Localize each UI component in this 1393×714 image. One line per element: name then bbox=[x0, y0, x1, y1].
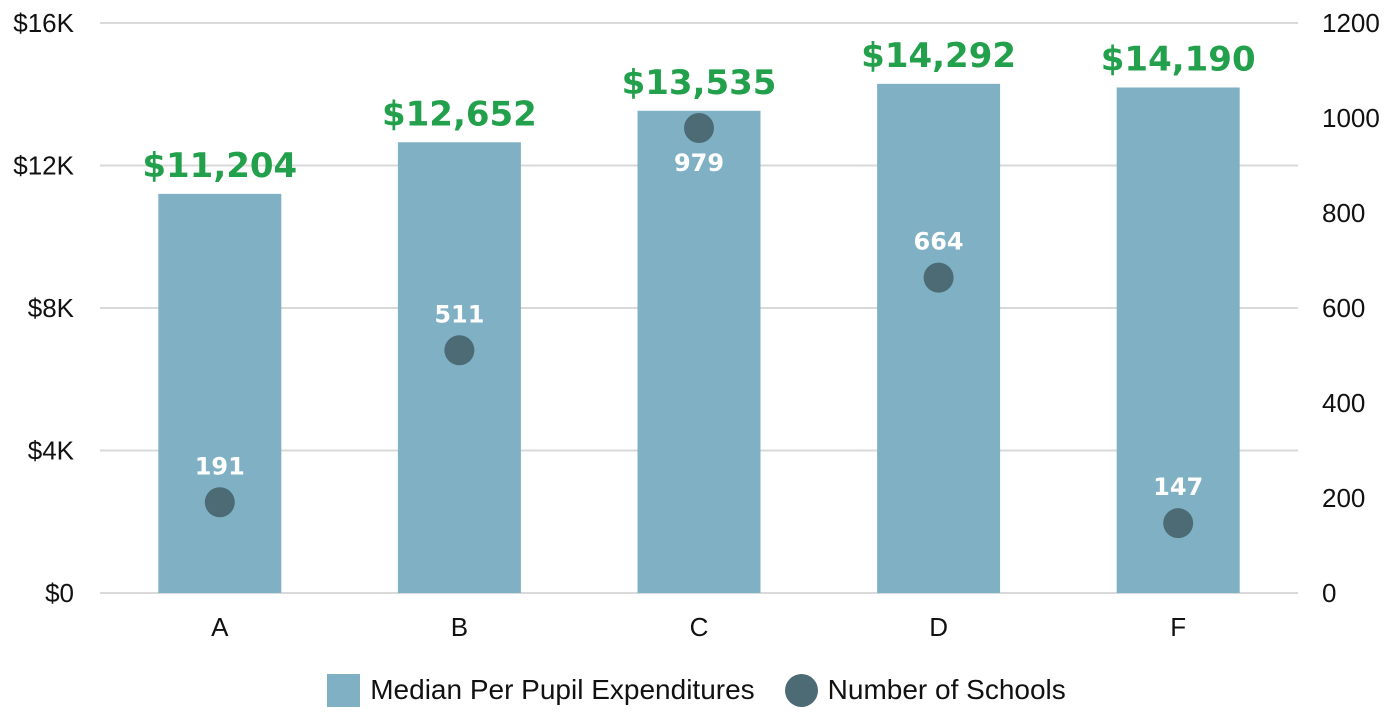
legend-swatch-dot bbox=[784, 673, 818, 707]
bar-value-label: $14,292 bbox=[861, 36, 1016, 76]
legend-label-expenditures: Median Per Pupil Expenditures bbox=[370, 674, 755, 705]
school-count-dot bbox=[1163, 508, 1194, 539]
category-label: D bbox=[929, 612, 948, 642]
category-label: F bbox=[1170, 612, 1186, 642]
category-label: B bbox=[451, 612, 468, 642]
dot-series: 191 511 979 664 147 bbox=[195, 112, 1203, 539]
right-tick-label: 1000 bbox=[1322, 103, 1380, 133]
school-count-label: 191 bbox=[195, 452, 245, 480]
left-tick-label: $8K bbox=[28, 293, 75, 323]
right-tick-label: 0 bbox=[1322, 578, 1336, 608]
bar bbox=[877, 83, 1001, 593]
category-label: C bbox=[690, 612, 709, 642]
legend-item-expenditures: Median Per Pupil Expenditures bbox=[327, 673, 755, 707]
bar bbox=[637, 110, 761, 594]
category-label: A bbox=[211, 612, 229, 642]
legend-label-schools: Number of Schools bbox=[827, 674, 1066, 705]
school-count-dot bbox=[204, 487, 235, 518]
right-axis-ticks: 0 200 400 600 800 1000 1200 bbox=[1322, 8, 1380, 608]
legend-swatch-bar bbox=[327, 673, 361, 707]
chart-area: $0 $4K $8K $12K $16K 0 200 400 600 800 1000 1200 $… bbox=[13, 8, 1380, 642]
bar bbox=[397, 142, 521, 593]
left-tick-label: $4K bbox=[28, 436, 75, 466]
right-tick-label: 400 bbox=[1322, 388, 1365, 418]
legend: Median Per Pupil Expenditures Number of … bbox=[0, 666, 1393, 714]
school-count-label: 147 bbox=[1153, 473, 1203, 501]
legend-item-schools: Number of Schools bbox=[784, 673, 1066, 707]
bar-value-label: $11,204 bbox=[142, 146, 297, 186]
school-count-dot bbox=[923, 262, 954, 293]
left-tick-label: $16K bbox=[13, 8, 74, 38]
right-tick-label: 200 bbox=[1322, 483, 1365, 513]
bar-value-label: $12,652 bbox=[382, 94, 537, 134]
left-axis-ticks: $0 $4K $8K $12K $16K bbox=[13, 8, 74, 608]
left-tick-label: $12K bbox=[13, 151, 74, 181]
bar-value-label: $14,190 bbox=[1101, 39, 1256, 79]
right-tick-label: 1200 bbox=[1322, 8, 1380, 38]
school-count-dot bbox=[684, 112, 714, 143]
school-count-label: 979 bbox=[674, 149, 724, 177]
school-count-dot bbox=[444, 335, 475, 366]
right-tick-label: 600 bbox=[1322, 293, 1365, 323]
bar-value-label: $13,535 bbox=[622, 63, 777, 103]
bar-series: $11,204 $12,652 $13,535 $14,292 $14,190 bbox=[142, 36, 1256, 594]
school-count-label: 511 bbox=[434, 300, 484, 328]
right-tick-label: 800 bbox=[1322, 198, 1365, 228]
left-tick-label: $0 bbox=[45, 578, 74, 608]
school-count-label: 664 bbox=[914, 228, 964, 256]
bar bbox=[158, 193, 282, 594]
